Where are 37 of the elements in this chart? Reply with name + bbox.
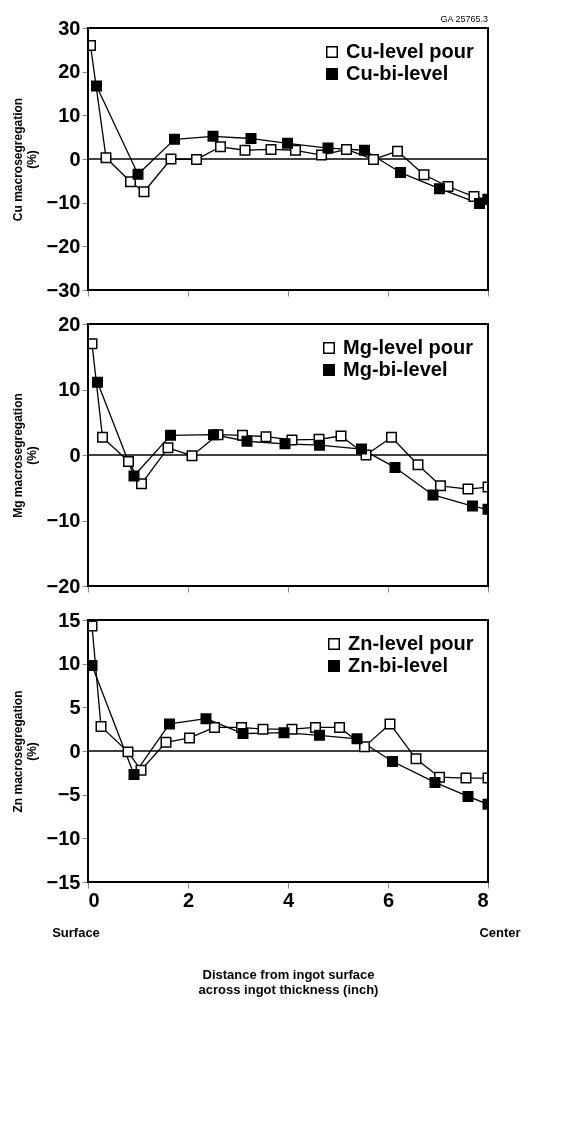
y-axis-title: Mg macrosegregation (%) xyxy=(10,393,39,518)
y-tick-label: −10 xyxy=(46,509,81,531)
y-tick-label: 0 xyxy=(69,739,81,762)
x-tick-label: 4 xyxy=(282,888,295,911)
y-tick-label: −30 xyxy=(46,278,81,301)
y-tick-label: −20 xyxy=(46,574,81,597)
y-tick-label: 5 xyxy=(69,695,81,718)
x-tick-label: 2 xyxy=(182,888,195,911)
y-axis-title: Cu macrosegregation (%) xyxy=(10,97,39,222)
y-tick-label: 15 xyxy=(58,608,81,631)
x-tick-label: 6 xyxy=(382,888,395,911)
y-axis-title: Zn macrosegregation (%) xyxy=(10,690,39,813)
y-tick-label: 10 xyxy=(58,103,81,126)
y-tick-label: −10 xyxy=(46,191,81,214)
x-tick-label: 0 xyxy=(88,888,100,911)
y-tick-label: −15 xyxy=(46,870,81,893)
x-axis-title: Distance from ingot surface across ingot thickness (inch) xyxy=(198,966,379,997)
y-tick-label: −10 xyxy=(46,826,81,849)
y-tick-label: 10 xyxy=(58,378,81,400)
y-tick-label: 20 xyxy=(58,60,81,83)
y-tick-label: 0 xyxy=(69,147,81,170)
y-tick-label: −20 xyxy=(46,234,81,257)
y-tick-label: 20 xyxy=(58,312,81,335)
legend-label: Cu-bi-level xyxy=(346,62,449,84)
x-tick-label: 8 xyxy=(477,888,489,911)
y-tick-label: −5 xyxy=(57,783,81,806)
text: GA 25765.3 xyxy=(440,14,488,24)
legend-label: Zn-bi-level xyxy=(348,654,449,676)
y-tick-label: 0 xyxy=(69,443,81,466)
legend-label: Cu-level pour xyxy=(346,40,475,62)
legend-label: Zn-level pour xyxy=(348,632,474,654)
text: Center xyxy=(479,925,521,940)
text: Surface xyxy=(52,925,100,940)
legend-label: Mg-bi-level xyxy=(343,358,448,380)
y-tick-label: 30 xyxy=(58,16,81,39)
legend-label: Mg-level pour xyxy=(343,336,474,358)
y-tick-label: 10 xyxy=(58,652,81,675)
